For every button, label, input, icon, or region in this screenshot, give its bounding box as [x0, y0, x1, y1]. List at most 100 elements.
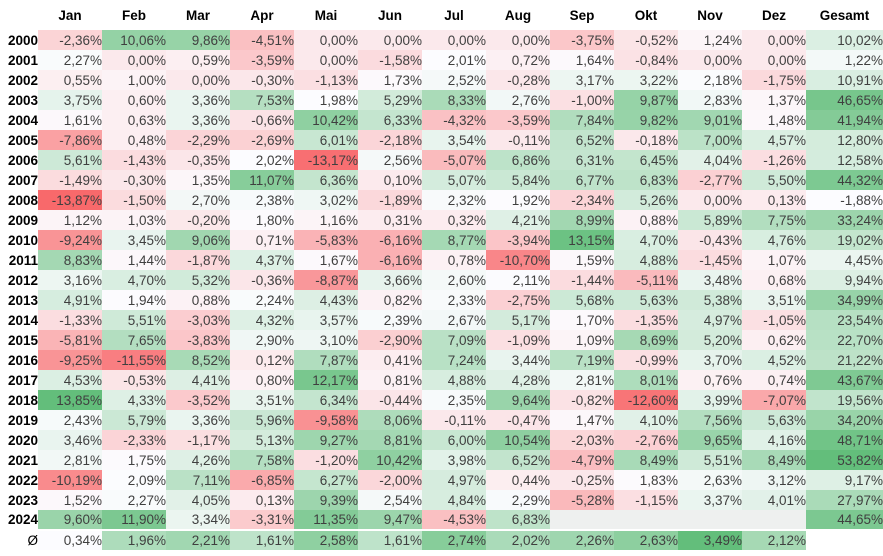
cell-2022-nov: 2,63%: [678, 470, 742, 490]
cell-2013-jan: 4,91%: [38, 290, 102, 310]
cell-2009-mar: -0,20%: [166, 210, 230, 230]
cell-2023-gesamt: 27,97%: [806, 490, 883, 510]
cell-Ø-jan: 0,34%: [38, 529, 102, 550]
cell-2012-mai: -8,87%: [294, 270, 358, 290]
cell-2014-jun: 2,39%: [358, 310, 422, 330]
cell-2022-okt: 1,83%: [614, 470, 678, 490]
cell-2001-okt: -0,84%: [614, 50, 678, 70]
row-label-2001: 2001: [0, 50, 38, 70]
cell-2008-aug: 1,92%: [486, 190, 550, 210]
cell-2016-jul: 7,24%: [422, 350, 486, 370]
cell-2012-aug: 2,11%: [486, 270, 550, 290]
cell-2007-jul: 5,07%: [422, 170, 486, 190]
cell-2002-sep: 3,17%: [550, 70, 614, 90]
cell-2011-nov: -1,45%: [678, 250, 742, 270]
cell-2003-jul: 8,33%: [422, 90, 486, 110]
cell-2004-mai: 10,42%: [294, 110, 358, 130]
cell-2020-sep: -2,03%: [550, 430, 614, 450]
cell-2020-jul: 6,00%: [422, 430, 486, 450]
cell-2019-sep: 1,47%: [550, 410, 614, 430]
cell-2023-apr: 0,13%: [230, 490, 294, 510]
cell-2019-aug: -0,47%: [486, 410, 550, 430]
cell-2012-nov: 3,48%: [678, 270, 742, 290]
cell-2001-jun: -1,58%: [358, 50, 422, 70]
cell-2019-jun: 8,06%: [358, 410, 422, 430]
cell-2004-aug: -3,59%: [486, 110, 550, 130]
cell-2009-apr: 1,80%: [230, 210, 294, 230]
cell-2005-gesamt: 12,80%: [806, 130, 883, 150]
cell-2013-dez: 3,51%: [742, 290, 806, 310]
cell-2002-mar: 0,00%: [166, 70, 230, 90]
cell-2024-mai: 11,35%: [294, 510, 358, 530]
cell-2009-gesamt: 33,24%: [806, 210, 883, 230]
cell-2012-sep: -1,44%: [550, 270, 614, 290]
cell-2000-nov: 1,24%: [678, 30, 742, 50]
cell-2013-sep: 5,68%: [550, 290, 614, 310]
cell-2013-jun: 0,82%: [358, 290, 422, 310]
cell-2008-mai: 3,02%: [294, 190, 358, 210]
cell-2001-mar: 0,59%: [166, 50, 230, 70]
cell-2009-jun: 0,31%: [358, 210, 422, 230]
col-header-okt: Okt: [614, 0, 678, 30]
cell-2000-mai: 0,00%: [294, 30, 358, 50]
cell-2022-gesamt: 9,17%: [806, 470, 883, 490]
cell-2018-apr: 3,51%: [230, 390, 294, 410]
cell-2015-apr: 2,90%: [230, 330, 294, 350]
cell-Ø-mai: 2,58%: [294, 529, 358, 550]
table-body: 2000 -2,36% 10,06% 9,86% -4,51% 0,00% 0,00% 0,0…: [0, 30, 883, 550]
cell-2021-nov: 5,51%: [678, 450, 742, 470]
cell-2014-jul: 2,67%: [422, 310, 486, 330]
cell-2020-nov: 9,65%: [678, 430, 742, 450]
cell-2007-apr: 11,07%: [230, 170, 294, 190]
cell-2020-gesamt: 48,71%: [806, 430, 883, 450]
cell-2007-jan: -1,49%: [38, 170, 102, 190]
cell-2007-nov: -2,77%: [678, 170, 742, 190]
cell-2019-mai: -9,58%: [294, 410, 358, 430]
cell-2022-sep: -0,25%: [550, 470, 614, 490]
cell-2015-jan: -5,81%: [38, 330, 102, 350]
year-row-2013: 2013 4,91% 1,94% 0,88% 2,24% 4,43% 0,82% 2,33% -…: [0, 290, 883, 310]
cell-2017-jul: 4,88%: [422, 370, 486, 390]
cell-2014-sep: 1,70%: [550, 310, 614, 330]
cell-2010-mai: -5,83%: [294, 230, 358, 250]
cell-2019-gesamt: 34,20%: [806, 410, 883, 430]
cell-2023-jun: 2,54%: [358, 490, 422, 510]
cell-2015-dez: 0,62%: [742, 330, 806, 350]
cell-2008-sep: -2,34%: [550, 190, 614, 210]
cell-2001-apr: -3,59%: [230, 50, 294, 70]
cell-2015-jun: -2,90%: [358, 330, 422, 350]
cell-2012-jun: 3,66%: [358, 270, 422, 290]
cell-2016-okt: -0,99%: [614, 350, 678, 370]
year-row-2014: 2014 -1,33% 5,51% -3,03% 4,32% 3,57% 2,39% 2,67…: [0, 310, 883, 330]
cell-2018-jul: 2,35%: [422, 390, 486, 410]
cell-2001-feb: 0,00%: [102, 50, 166, 70]
cell-2012-gesamt: 9,94%: [806, 270, 883, 290]
cell-2011-jan: 8,83%: [38, 250, 102, 270]
row-label-2000: 2000: [0, 30, 38, 50]
cell-2011-aug: -10,70%: [486, 250, 550, 270]
cell-2007-sep: 6,77%: [550, 170, 614, 190]
cell-2010-apr: 0,71%: [230, 230, 294, 250]
cell-2008-jun: -1,89%: [358, 190, 422, 210]
row-label-2018: 2018: [0, 390, 38, 410]
cell-2002-gesamt: 10,91%: [806, 70, 883, 90]
year-row-2003: 2003 3,75% 0,60% 3,36% 7,53% 1,98% 5,29% 8,33% 2…: [0, 90, 883, 110]
cell-Ø-sep: 2,26%: [550, 529, 614, 550]
cell-2011-okt: 4,88%: [614, 250, 678, 270]
cell-2015-jul: 7,09%: [422, 330, 486, 350]
cell-2024-jul: -4,53%: [422, 510, 486, 530]
cell-2014-apr: 4,32%: [230, 310, 294, 330]
cell-2014-dez: -1,05%: [742, 310, 806, 330]
cell-2015-nov: 5,20%: [678, 330, 742, 350]
cell-2024-jan: 9,60%: [38, 510, 102, 530]
cell-2016-mai: 7,87%: [294, 350, 358, 370]
cell-2020-mar: -1,17%: [166, 430, 230, 450]
cell-2018-feb: 4,33%: [102, 390, 166, 410]
cell-2017-feb: -0,53%: [102, 370, 166, 390]
header-row: Jan Feb Mar Apr Mai Jun Jul Aug Sep Okt Nov Dez Gesa…: [0, 0, 883, 30]
cell-2000-jul: 0,00%: [422, 30, 486, 50]
cell-2004-apr: -0,66%: [230, 110, 294, 130]
year-row-2016: 2016 -9,25% -11,55% 8,52% 0,12% 7,87% 0,41% 7,2…: [0, 350, 883, 370]
cell-2006-okt: 6,45%: [614, 150, 678, 170]
cell-2002-aug: -0,28%: [486, 70, 550, 90]
